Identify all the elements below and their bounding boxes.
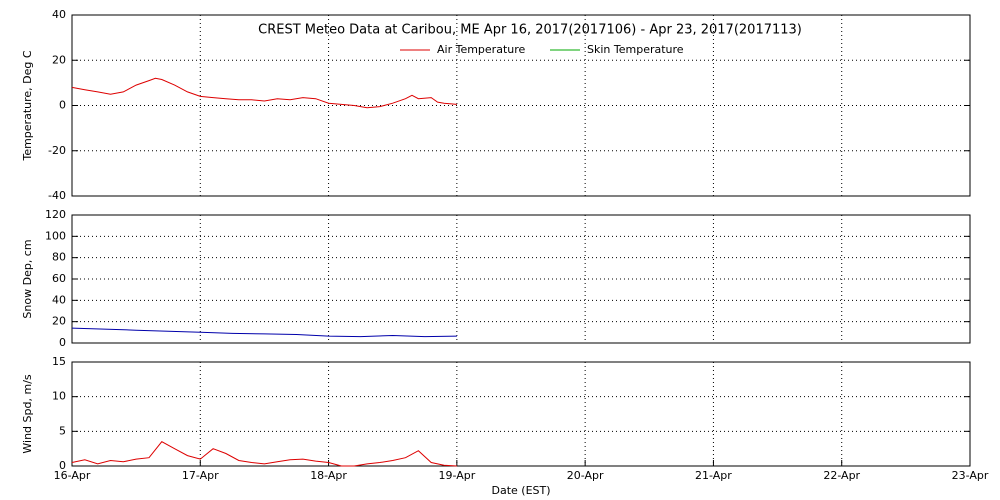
y-tick-label: -40 xyxy=(48,189,66,202)
x-tick-label: 16-Apr xyxy=(54,469,91,482)
chart-title: CREST Meteo Data at Caribou, ME Apr 16, … xyxy=(258,23,802,38)
y-axis-label: Wind Spd, m/s xyxy=(21,374,34,454)
x-axis-label: Date (EST) xyxy=(491,484,550,497)
y-tick-label: 15 xyxy=(52,355,66,368)
y-tick-label: 0 xyxy=(59,336,66,349)
legend-label: Air Temperature xyxy=(437,43,526,56)
x-tick-label: 20-Apr xyxy=(567,469,604,482)
x-tick-label: 19-Apr xyxy=(438,469,475,482)
x-tick-label: 17-Apr xyxy=(182,469,219,482)
x-tick-label: 23-Apr xyxy=(952,469,989,482)
y-tick-label: 20 xyxy=(52,53,66,66)
y-tick-label: 120 xyxy=(45,208,66,221)
y-tick-label: 10 xyxy=(52,390,66,403)
y-tick-label: 5 xyxy=(59,424,66,437)
y-axis-label: Temperature, Deg C xyxy=(21,50,34,161)
y-tick-label: 40 xyxy=(52,8,66,21)
data-line xyxy=(71,441,457,467)
y-tick-label: 40 xyxy=(52,293,66,306)
y-tick-label: 20 xyxy=(52,315,66,328)
y-tick-label: -20 xyxy=(48,144,66,157)
x-tick-label: 18-Apr xyxy=(310,469,347,482)
y-tick-label: 0 xyxy=(59,459,66,472)
y-tick-label: 100 xyxy=(45,229,66,242)
x-tick-label: 22-Apr xyxy=(823,469,860,482)
x-tick-label: 21-Apr xyxy=(695,469,732,482)
y-tick-label: 0 xyxy=(59,99,66,112)
y-tick-label: 80 xyxy=(52,251,66,264)
data-line xyxy=(71,77,457,109)
y-tick-label: 60 xyxy=(52,272,66,285)
plot-frame xyxy=(71,361,971,467)
data-line xyxy=(71,327,457,338)
plot-frame xyxy=(71,214,971,344)
legend-label: Skin Temperature xyxy=(587,43,684,56)
y-axis-label: Snow Dep, cm xyxy=(21,239,34,318)
plot-frame xyxy=(71,14,971,197)
